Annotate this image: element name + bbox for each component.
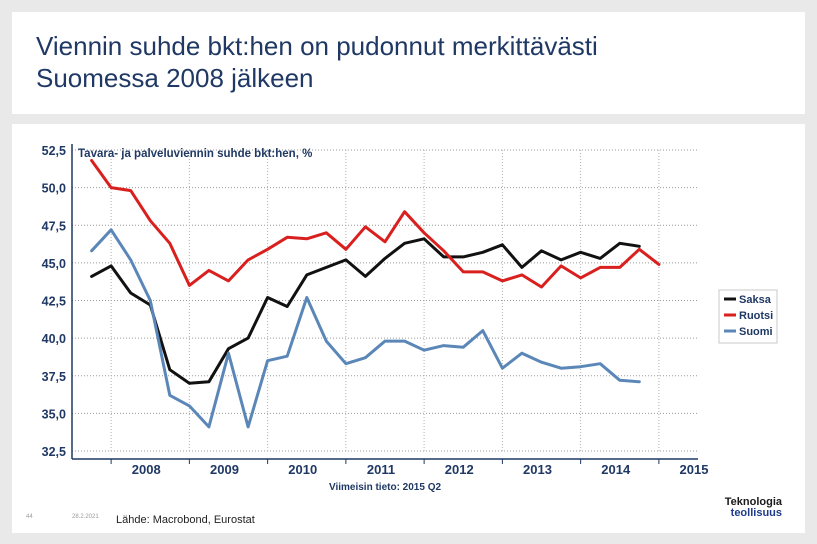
y-tick-label: 37,5 xyxy=(42,370,66,384)
footer-date: 28.2.2021 xyxy=(72,514,99,520)
grid-layer xyxy=(72,149,698,452)
x-tick-label: 2015 xyxy=(680,462,709,477)
y-tick-label: 45,0 xyxy=(42,257,66,271)
x-tick-label: 2010 xyxy=(288,462,317,477)
legend: Saksa Ruotsi Suomi xyxy=(718,289,778,344)
y-tick-label: 50,0 xyxy=(42,182,66,196)
legend-label-suomi: Suomi xyxy=(739,326,773,338)
x-tick-label: 2008 xyxy=(132,462,161,477)
x-tick-label: 2011 xyxy=(367,462,395,477)
series-line-suomi xyxy=(90,228,641,429)
title-panel: Viennin suhde bkt:hen on pudonnut merkit… xyxy=(12,12,805,114)
chart-panel xyxy=(12,124,805,533)
y-tick-label: 52,5 xyxy=(42,144,66,158)
y-tick-label: 32,5 xyxy=(42,445,66,459)
series-line-saksa xyxy=(90,237,641,385)
y-tick-label: 35,0 xyxy=(42,407,66,421)
x-tick-label: 2012 xyxy=(445,462,474,477)
legend-label-saksa: Saksa xyxy=(739,294,772,306)
logo-line-1: Teknologia xyxy=(724,496,782,508)
chart-title: Tavara- ja palveluviennin suhde bkt:hen,… xyxy=(78,148,312,160)
x-tick-label: 2014 xyxy=(601,462,631,477)
source-note: Lähde: Macrobond, Eurostat xyxy=(116,514,255,526)
slide-title-line-1: Viennin suhde bkt:hen on pudonnut merkit… xyxy=(36,31,598,61)
axis-layer: 52,5 50,0 47,5 45,0 42,5 40,0 37,5 35,0 32,5 2008… xyxy=(42,144,709,477)
chart-note: Viimeisin tieto: 2015 Q2 xyxy=(329,482,442,493)
y-tick-label: 42,5 xyxy=(42,295,66,309)
y-tick-label: 47,5 xyxy=(42,219,66,233)
logo-line-2: teollisuus xyxy=(730,507,782,519)
series-layer xyxy=(90,159,661,429)
legend-label-ruotsi: Ruotsi xyxy=(739,310,773,322)
teknologiateollisuus-logo: Teknologia teollisuus xyxy=(690,497,782,519)
footer-page-number: 44 xyxy=(26,514,33,520)
x-tick-label: 2013 xyxy=(523,462,552,477)
slide-title: Viennin suhde bkt:hen on pudonnut merkit… xyxy=(36,30,598,94)
y-tick-label: 40,0 xyxy=(42,332,66,346)
series-line-ruotsi xyxy=(90,159,661,289)
x-tick-label: 2009 xyxy=(210,462,239,477)
slide-title-line-2: Suomessa 2008 jälkeen xyxy=(36,63,314,93)
